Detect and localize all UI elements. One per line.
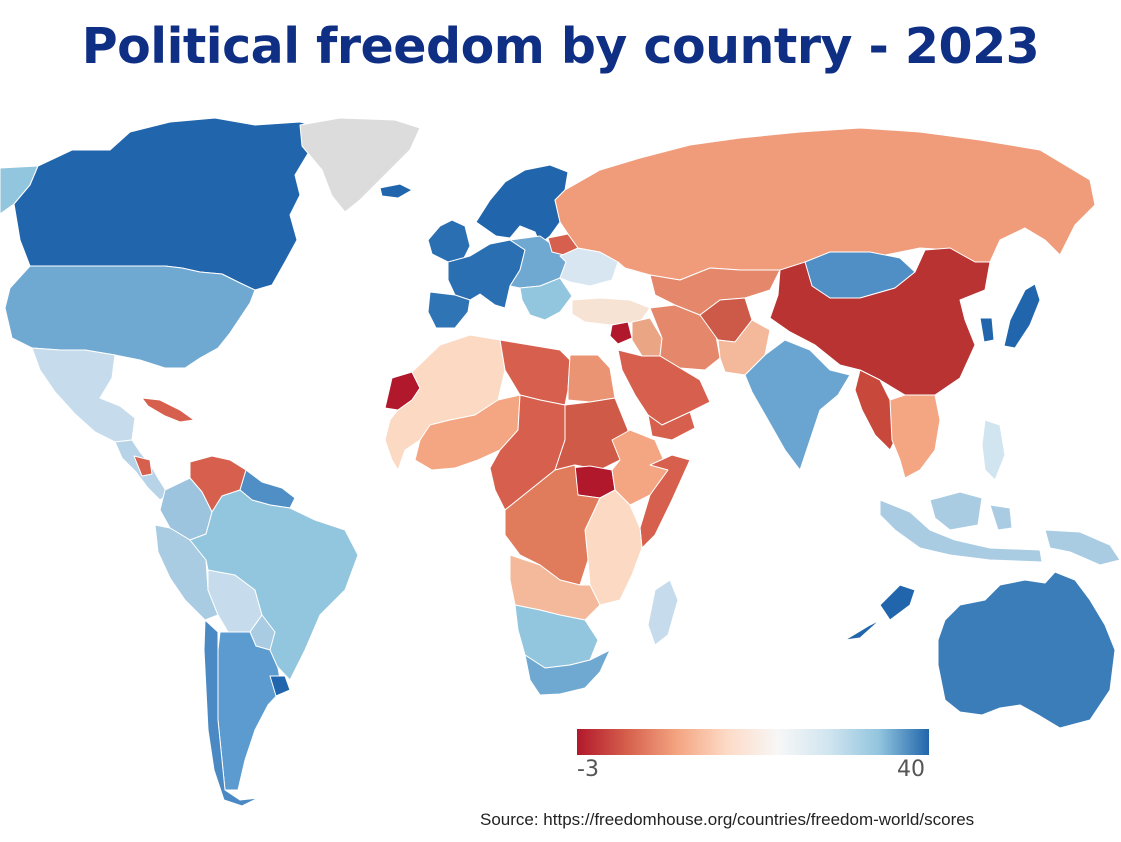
region-papua — [1044, 529, 1121, 566]
region-india — [744, 339, 851, 471]
region-south-africa — [524, 649, 611, 696]
region-angola — [509, 554, 601, 621]
region-china — [769, 247, 991, 396]
region-canada — [13, 117, 331, 291]
region-scandinavia — [475, 164, 569, 245]
region-chile — [203, 619, 259, 807]
region-sudan — [554, 397, 629, 471]
region-central-asia — [649, 267, 781, 316]
source-note: Source: https://freedomhouse.org/countri… — [480, 810, 975, 829]
region-syria — [609, 321, 633, 345]
region-myanmar — [854, 369, 901, 451]
region-philippines — [981, 419, 1006, 481]
region-ethiopia — [611, 429, 669, 506]
region-nicaragua — [133, 455, 153, 477]
region-somalia — [639, 454, 691, 549]
region-new-zealand — [844, 584, 916, 641]
region-yemen — [647, 411, 696, 441]
region-iberia — [427, 291, 471, 329]
region-uruguay — [269, 675, 291, 697]
region-mexico — [31, 347, 136, 443]
legend-min-label: -3 — [577, 757, 599, 782]
map-title: Political freedom by country - 2023 — [81, 18, 1040, 75]
legend-max-label: 40 — [897, 757, 925, 782]
region-madagascar — [647, 579, 679, 646]
region-se-asia — [889, 394, 941, 479]
region-iceland — [379, 183, 413, 199]
region-greenland — [299, 117, 421, 213]
world-choropleth-map — [0, 117, 1121, 807]
region-argentina — [217, 631, 283, 791]
region-balkans — [519, 277, 573, 321]
region-australia — [937, 571, 1116, 729]
region-indonesia — [879, 491, 1043, 563]
region-congo — [504, 464, 601, 586]
region-cuba — [141, 397, 195, 423]
region-uk-ireland — [427, 219, 471, 263]
legend-color-scale — [577, 729, 929, 755]
region-korea-japan — [979, 283, 1041, 349]
region-algeria-libya — [499, 339, 571, 406]
region-egypt — [567, 354, 616, 403]
region-united-states — [4, 265, 256, 369]
region-arabia — [617, 349, 711, 426]
region-brazil — [189, 489, 359, 681]
